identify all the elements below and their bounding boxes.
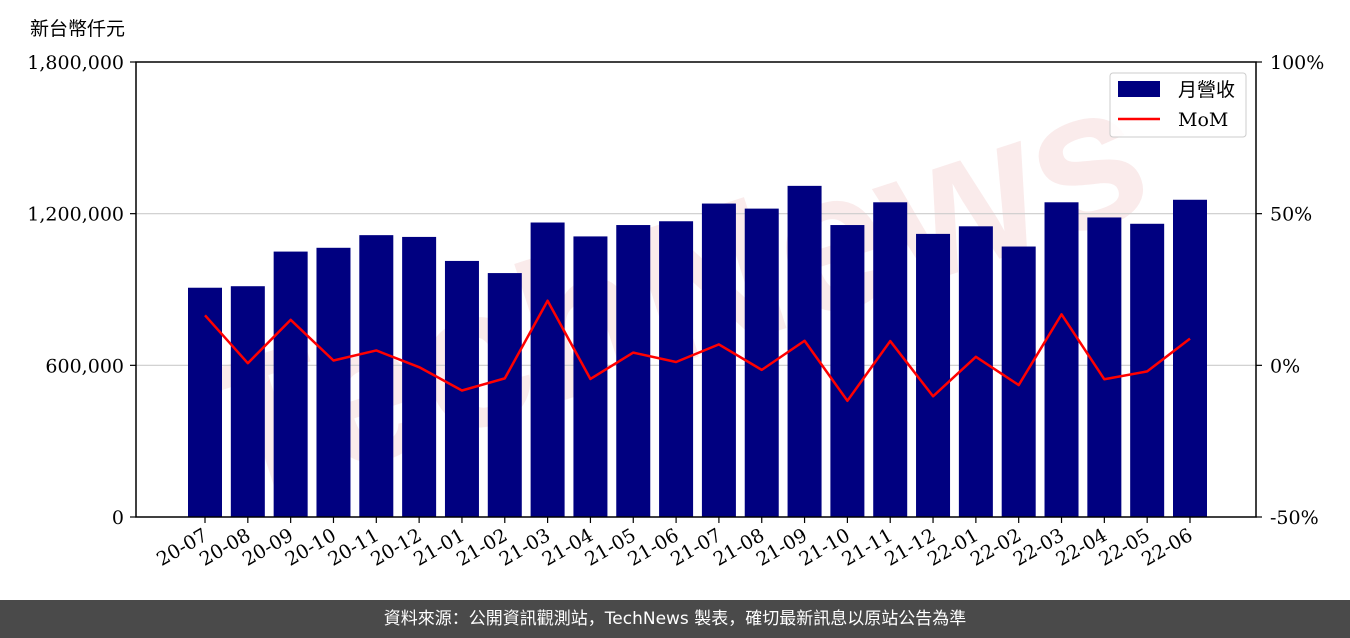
legend-bar-swatch [1118, 81, 1160, 97]
revenue-bar [316, 247, 351, 517]
revenue-bar [1087, 217, 1122, 518]
revenue-bar [701, 203, 736, 518]
revenue-bar [916, 233, 951, 517]
chart-legend: 月營收 MoM [1109, 72, 1247, 138]
legend-label-mom: MoM [1178, 109, 1228, 131]
revenue-bar [402, 236, 437, 517]
revenue-bar [1044, 202, 1079, 517]
revenue-bar [1173, 199, 1207, 517]
revenue-bar [530, 222, 565, 517]
revenue-bar [873, 202, 908, 517]
right-y-tick-label: 50% [1270, 204, 1312, 226]
left-y-tick-label: 1,200,000 [27, 204, 124, 226]
right-y-tick-label: 100% [1270, 52, 1324, 74]
revenue-chart: 0 600,000 1,200,000 1,800,000 -50% 0% 50% 100% 2… [27, 52, 1324, 571]
right-y-tick-label: 0% [1270, 355, 1300, 377]
revenue-bar [830, 225, 865, 517]
right-y-tick-label: -50% [1270, 507, 1319, 529]
mom-line [204, 299, 1191, 403]
revenue-bar [487, 273, 522, 517]
footer-text: 資料來源：公開資訊觀測站，TechNews 製表，確切最新訊息以原站公告為準 [383, 609, 967, 629]
revenue-bar [659, 221, 694, 517]
left-y-tick-label: 600,000 [45, 355, 124, 377]
plot-frame [135, 61, 1257, 518]
revenue-bar [230, 286, 265, 517]
left-y-tick-label: 1,800,000 [27, 52, 124, 74]
y-axis-unit-label: 新台幣仟元 [30, 18, 126, 40]
x-tick-label: 22-06 [1138, 524, 1196, 570]
revenue-bar [1001, 246, 1036, 517]
revenue-bar [787, 185, 822, 517]
revenue-bar [359, 235, 394, 517]
revenue-bar [188, 287, 222, 517]
revenue-bar [616, 225, 651, 517]
legend-label-revenue: 月營收 [1178, 79, 1235, 101]
revenue-bar [444, 260, 479, 517]
revenue-bar [958, 226, 993, 518]
left-y-tick-label: 0 [112, 507, 124, 529]
source-footer: 資料來源：公開資訊觀測站，TechNews 製表，確切最新訊息以原站公告為準 [0, 600, 1350, 638]
revenue-bar [273, 251, 308, 518]
